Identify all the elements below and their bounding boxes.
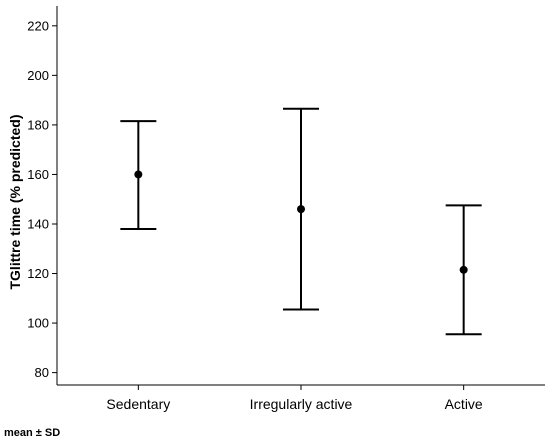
x-axis-ticks: Sedentary Irregularly active Active bbox=[106, 385, 483, 412]
mean-point bbox=[134, 170, 143, 179]
x-tick-label: Irregularly active bbox=[250, 396, 353, 412]
y-tick-label: 160 bbox=[27, 167, 49, 182]
mean-point bbox=[459, 265, 468, 274]
x-tick-label: Active bbox=[445, 396, 483, 412]
y-tick-label: 140 bbox=[27, 216, 49, 231]
y-axis-ticks: 80 100 120 140 160 180 200 220 bbox=[27, 18, 57, 380]
y-tick-label: 220 bbox=[27, 18, 49, 33]
y-tick-label: 200 bbox=[27, 68, 49, 83]
error-bars bbox=[120, 107, 482, 336]
y-tick-label: 180 bbox=[27, 117, 49, 132]
y-axis-title: TGlittre time (% predicted) bbox=[7, 114, 23, 289]
y-tick-label: 120 bbox=[27, 266, 49, 281]
mean-point bbox=[297, 205, 305, 214]
y-tick-label: 100 bbox=[27, 316, 49, 331]
y-tick-label: 80 bbox=[35, 365, 49, 380]
footnote: mean ± SD bbox=[4, 427, 61, 439]
x-tick-label: Sedentary bbox=[106, 396, 170, 412]
